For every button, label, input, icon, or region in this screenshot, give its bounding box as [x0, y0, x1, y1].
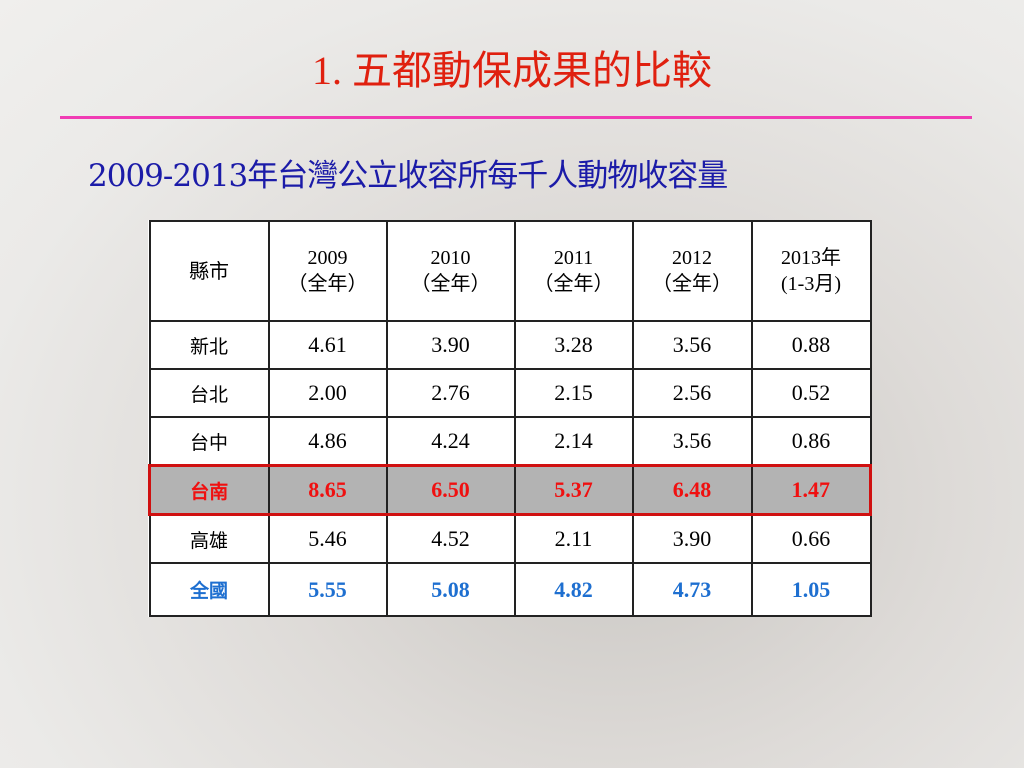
header-cell: 縣市 — [148, 220, 270, 322]
header-line: （全年） — [652, 273, 732, 295]
value-cell: 2.56 — [631, 368, 753, 418]
table-row: 新北 4.61 3.90 3.28 3.56 0.88 — [148, 320, 872, 370]
slide-subtitle: 2009-2013年台灣公立收容所每千人動物收容量 — [88, 158, 728, 194]
city-cell: 全國 — [148, 562, 270, 617]
value-cell: 4.86 — [267, 416, 388, 467]
header-line: 2011 — [553, 247, 594, 269]
value-cell: 8.65 — [267, 464, 388, 516]
value-cell: 3.90 — [385, 320, 516, 370]
header-row: 縣市 2009 （全年） 2010 （全年） 2011 （全年） 2012 （全年） 2013年 (… — [148, 220, 872, 322]
value-cell: 5.37 — [513, 464, 634, 516]
header-line: （全年） — [410, 273, 491, 295]
value-cell: 6.48 — [631, 464, 753, 516]
value-cell: 2.00 — [267, 368, 388, 418]
slide-title: 1. 五都動保成果的比較 — [312, 48, 712, 93]
value-cell: 3.56 — [631, 320, 753, 370]
header-line: 2012 — [672, 247, 712, 269]
header-line: 2009 — [307, 247, 348, 269]
city-cell: 高雄 — [148, 513, 270, 564]
value-cell: 2.11 — [513, 513, 634, 564]
header-cell: 2013年 (1-3月) — [750, 220, 872, 322]
value-cell: 0.86 — [750, 416, 872, 467]
table-row: 台中 4.86 4.24 2.14 3.56 0.86 — [148, 416, 872, 467]
header-cell: 2011 （全年） — [513, 220, 634, 322]
table-row: 高雄 5.46 4.52 2.11 3.90 0.66 — [148, 513, 872, 564]
header-cell: 2010 （全年） — [385, 220, 516, 322]
header-cell: 2012 （全年） — [631, 220, 753, 322]
value-cell: 2.76 — [385, 368, 516, 418]
value-cell: 4.24 — [385, 416, 516, 467]
value-cell: 5.46 — [267, 513, 388, 564]
header-line: （全年） — [533, 273, 614, 295]
header-line: 2013年 — [781, 247, 841, 269]
value-cell: 5.08 — [385, 562, 516, 617]
header-line: （全年） — [287, 273, 368, 295]
value-cell: 4.52 — [385, 513, 516, 564]
value-cell: 3.90 — [631, 513, 753, 564]
value-cell: 4.82 — [513, 562, 634, 617]
header-line: 縣市 — [189, 259, 229, 283]
city-cell: 台北 — [148, 368, 270, 418]
value-cell: 2.15 — [513, 368, 634, 418]
value-cell: 5.55 — [267, 562, 388, 617]
city-cell: 台南 — [148, 464, 270, 516]
table-row: 台北 2.00 2.76 2.15 2.56 0.52 — [148, 368, 872, 418]
city-cell: 新北 — [148, 320, 270, 370]
header-line: (1-3月) — [781, 273, 841, 295]
header-cell: 2009 （全年） — [267, 220, 388, 322]
value-cell: 0.88 — [750, 320, 872, 370]
title-rule — [60, 116, 972, 119]
value-cell: 0.52 — [750, 368, 872, 418]
value-cell: 1.05 — [750, 562, 872, 617]
value-cell: 4.73 — [631, 562, 753, 617]
city-cell: 台中 — [148, 416, 270, 467]
table-row: 全國 5.55 5.08 4.82 4.73 1.05 — [148, 562, 872, 617]
value-cell: 2.14 — [513, 416, 634, 467]
value-cell: 1.47 — [750, 464, 872, 516]
header-line: 2010 — [430, 247, 471, 269]
table-row: 台南 8.65 6.50 5.37 6.48 1.47 — [148, 464, 872, 516]
value-cell: 6.50 — [385, 464, 516, 516]
value-cell: 3.56 — [631, 416, 753, 467]
value-cell: 3.28 — [513, 320, 634, 370]
data-table: 縣市 2009 （全年） 2010 （全年） 2011 （全年） 2012 （全年） 2013年 (… — [148, 220, 872, 617]
value-cell: 4.61 — [267, 320, 388, 370]
value-cell: 0.66 — [750, 513, 872, 564]
